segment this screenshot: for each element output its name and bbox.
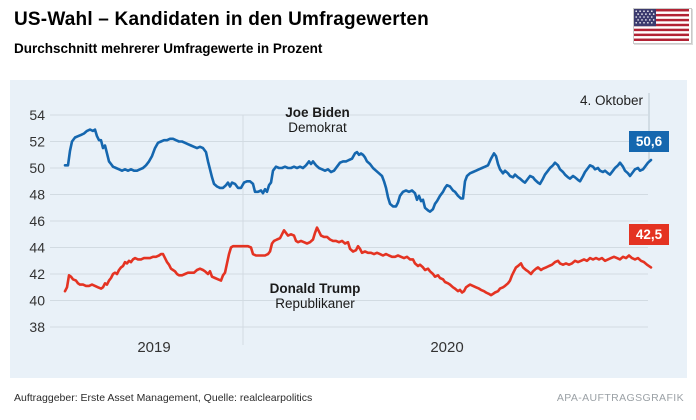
biden-value-badge: 50,6: [629, 131, 669, 152]
x-year-label-2020: 2020: [430, 339, 463, 356]
trump-value-badge: 42,5: [629, 224, 669, 245]
page-subtitle: Durchschnitt mehrerer Umfragewerte in Pr…: [14, 41, 323, 56]
biden-series-label: Joe Biden Demokrat: [255, 105, 380, 135]
series-line-joe-biden: [63, 128, 653, 213]
flag-stripes: [634, 9, 689, 41]
y-tick-label-48: 48: [29, 187, 45, 203]
y-tick-label-44: 44: [29, 240, 45, 256]
y-tick-label-42: 42: [29, 266, 45, 282]
series-line-donald-trump: [63, 226, 653, 297]
y-tick-label-52: 52: [29, 134, 45, 150]
biden-party-label: Demokrat: [288, 120, 347, 135]
footer-source: Auftraggeber: Erste Asset Management, Qu…: [14, 392, 313, 404]
biden-name-label: Joe Biden: [285, 105, 350, 120]
us-flag-svg: [634, 9, 689, 41]
flag-canton: [634, 9, 656, 27]
trump-series-label: Donald Trump Republikaner: [250, 281, 380, 311]
y-tick-label-46: 46: [29, 213, 45, 229]
y-tick-label-54: 54: [29, 107, 45, 123]
chart-panel: [10, 80, 687, 378]
x-year-label-2019: 2019: [137, 339, 170, 356]
y-tick-label-40: 40: [29, 293, 45, 309]
y-tick-label-50: 50: [29, 160, 45, 176]
trump-party-label: Republikaner: [275, 296, 355, 311]
trump-name-label: Donald Trump: [269, 281, 361, 296]
y-tick-label-38: 38: [29, 319, 45, 335]
flag-stars: [635, 10, 655, 24]
page-title: US-Wahl – Kandidaten in den Umfragewerte…: [14, 9, 429, 30]
footer-credit: APA-AUFTRAGSGRAFIK: [556, 392, 684, 404]
date-annotation: 4. Oktober: [579, 93, 643, 108]
us-flag-icon: [633, 8, 692, 44]
